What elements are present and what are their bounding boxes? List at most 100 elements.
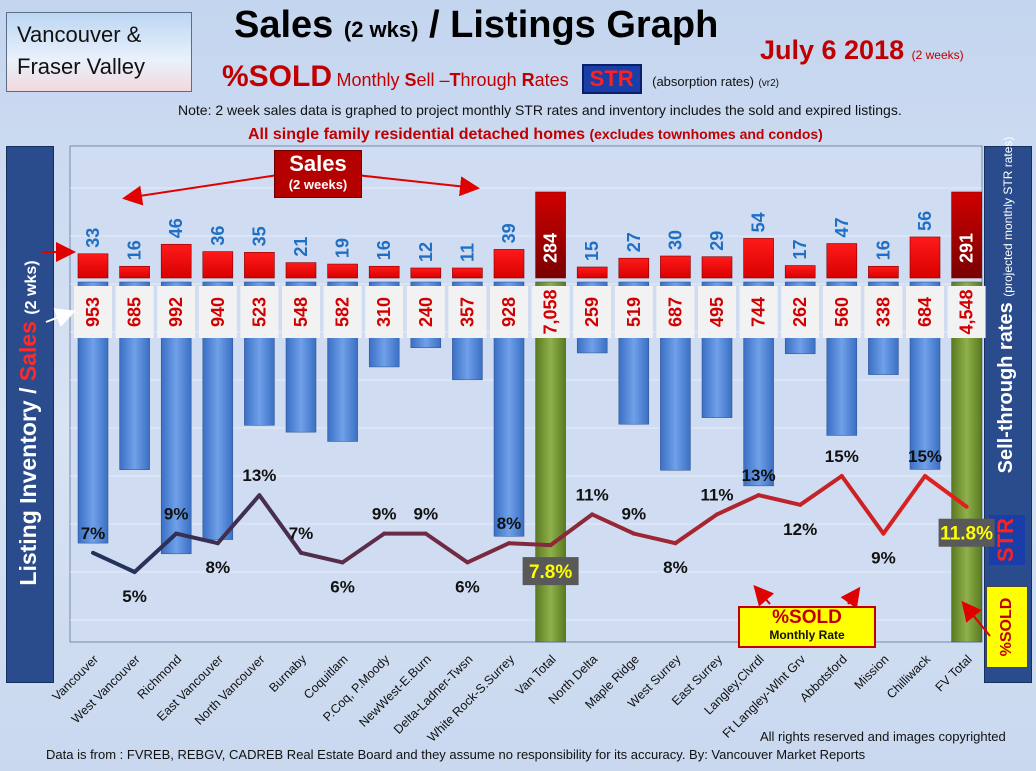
inventory-label-bg bbox=[947, 286, 986, 338]
st-part-0: Monthly bbox=[336, 70, 405, 90]
title-main: Sales bbox=[234, 4, 334, 46]
str-line-segment bbox=[91, 550, 137, 574]
inventory-value-label: 953 bbox=[83, 297, 103, 327]
sales-value-label: 16 bbox=[125, 240, 145, 260]
sales-value-label: 56 bbox=[915, 211, 935, 231]
sales-bar bbox=[244, 252, 275, 279]
sold-box-arrow-left bbox=[753, 584, 775, 607]
str-total-label: 7.8% bbox=[529, 562, 572, 583]
str-value-label: 13% bbox=[242, 466, 276, 485]
str-value-label: 7% bbox=[289, 524, 314, 543]
inventory-label-bg bbox=[448, 286, 487, 338]
sales-value-label: 36 bbox=[208, 226, 228, 246]
inventory-label-bg bbox=[573, 286, 612, 338]
sales-value-label: 11 bbox=[457, 243, 477, 262]
str-line-segment bbox=[423, 531, 470, 565]
str-value-label: 9% bbox=[622, 505, 647, 524]
labels-layer: 33 953 16 685 46 992 36 940 35 523 21 548 19 582 16 310… bbox=[83, 211, 977, 335]
inventory-label-bg bbox=[74, 286, 112, 338]
inventory-label-bg bbox=[698, 286, 736, 338]
sales-bar bbox=[368, 265, 400, 279]
sold-box-arrow-right bbox=[840, 586, 861, 609]
absorption-note: (absorption rates) bbox=[652, 74, 754, 89]
inventory-label-bg bbox=[198, 286, 237, 338]
sales-bar bbox=[327, 263, 358, 279]
str-value-label: 8% bbox=[497, 514, 522, 533]
str-line-segment bbox=[340, 531, 387, 565]
str-value-label: 9% bbox=[414, 505, 439, 524]
inventory-label-bg bbox=[282, 286, 320, 338]
str-value-label: 15% bbox=[825, 447, 859, 466]
sales-value-label: 15 bbox=[582, 241, 602, 261]
sold-vertical-badge: %SOLD bbox=[986, 586, 1028, 668]
sales-value-label: 291 bbox=[957, 233, 977, 263]
str-value-label: 7% bbox=[81, 524, 106, 543]
x-tick-label: Delta-Ladner-Twsn bbox=[391, 652, 476, 737]
sales-bar bbox=[909, 236, 941, 279]
inventory-value-label: 4,548 bbox=[957, 289, 977, 334]
sales-bar bbox=[77, 253, 109, 279]
region-box: Vancouver & Fraser Valley bbox=[6, 12, 192, 92]
scope-note-main: All single family residential detached h… bbox=[248, 126, 585, 143]
scope-note-small: (excludes townhomes and condos) bbox=[589, 126, 823, 142]
sales-value-label: 17 bbox=[790, 240, 810, 260]
str-value-label: 9% bbox=[871, 549, 896, 568]
x-tick-label: Mission bbox=[852, 652, 892, 692]
str-total-label: 11.8% bbox=[940, 524, 993, 545]
str-line-segment bbox=[839, 474, 886, 536]
inventory-value-label: 940 bbox=[208, 297, 228, 327]
date-small: (2 weeks) bbox=[911, 48, 964, 62]
inventory-label-bg bbox=[157, 286, 196, 338]
inventory-value-label: 240 bbox=[416, 297, 436, 327]
sales-arrow-left bbox=[122, 174, 279, 206]
sales-bar bbox=[535, 191, 566, 279]
str-line-segment bbox=[715, 493, 761, 517]
sales-value-label: 30 bbox=[665, 230, 685, 250]
str-line-segment bbox=[465, 541, 511, 565]
rights-note: All rights reserved and images copyright… bbox=[760, 729, 1006, 744]
sales-bar bbox=[202, 251, 234, 279]
x-tick-label: FV Total bbox=[933, 652, 975, 694]
sales-bar bbox=[119, 265, 150, 279]
st-part-3: T bbox=[449, 70, 461, 90]
right-sold-arrow bbox=[961, 600, 991, 637]
str-line-segment bbox=[548, 512, 595, 548]
st-part-5: R bbox=[521, 70, 535, 90]
sales-value-label: 19 bbox=[333, 238, 353, 258]
x-tick-label: NewWest-E.Burn bbox=[356, 652, 434, 730]
inventory-value-label: 684 bbox=[915, 297, 935, 327]
st-part-1: S bbox=[404, 70, 417, 90]
sales-value-label: 29 bbox=[707, 231, 727, 251]
region-line-2: Fraser Valley bbox=[17, 54, 145, 79]
sales-value-label: 54 bbox=[749, 212, 769, 232]
inventory-value-label: 262 bbox=[790, 297, 810, 327]
inventory-label-bg bbox=[240, 286, 279, 338]
str-value-label: 11% bbox=[700, 485, 733, 504]
sold-monthly-box: %SOLD Monthly Rate bbox=[738, 606, 876, 648]
sales-bar bbox=[452, 267, 483, 279]
inventory-value-label: 7,058 bbox=[541, 289, 561, 334]
str-value-label: 6% bbox=[455, 577, 480, 596]
str-value-label: 9% bbox=[164, 505, 189, 524]
inventory-label-bg bbox=[365, 286, 404, 338]
inventory-label-bg bbox=[822, 286, 861, 338]
inventory-label-bg bbox=[781, 286, 820, 338]
str-line-segment bbox=[798, 474, 844, 507]
inventory-label-bg bbox=[614, 286, 653, 338]
data-note: Note: 2 week sales data is graphed to pr… bbox=[178, 102, 902, 118]
str-total-badge: 7.8% bbox=[522, 557, 579, 586]
inventory-value-label: 582 bbox=[333, 297, 353, 327]
inventory-label-bg bbox=[323, 286, 362, 338]
str-value-label: 12% bbox=[783, 520, 817, 539]
str-value-label: 11% bbox=[576, 485, 609, 504]
sales-value-label: 16 bbox=[374, 240, 394, 260]
inventory-value-label: 259 bbox=[582, 297, 602, 327]
title-main-small: (2 wks) bbox=[343, 17, 419, 42]
inventory-label-bg bbox=[406, 286, 445, 338]
inventory-label-bg bbox=[864, 286, 903, 338]
inventory-bar bbox=[951, 281, 982, 643]
sales-bar bbox=[868, 265, 899, 279]
x-tick-label: Chilliwack bbox=[884, 652, 934, 702]
st-part-2: ell – bbox=[416, 70, 450, 90]
